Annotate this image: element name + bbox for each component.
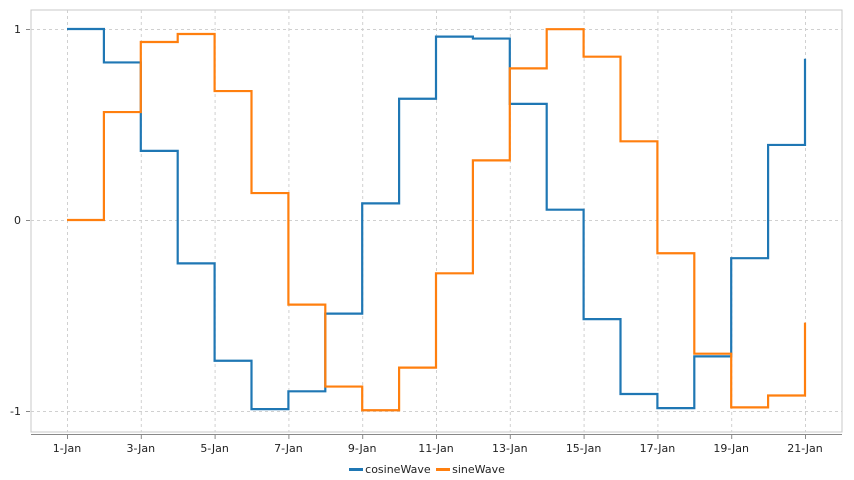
x-tick-label: 9-Jan bbox=[348, 442, 377, 455]
legend: cosineWave sineWave bbox=[0, 461, 854, 476]
cosineWave-line bbox=[67, 27, 807, 411]
cosine-swatch-icon bbox=[349, 468, 364, 471]
legend-item-sine: sineWave bbox=[436, 463, 505, 476]
x-tick-label: 11-Jan bbox=[418, 442, 454, 455]
x-tick-label: 21-Jan bbox=[787, 442, 823, 455]
x-tick-label: 13-Jan bbox=[492, 442, 528, 455]
y-tick-label: -1 bbox=[10, 405, 21, 418]
x-tick-label: 17-Jan bbox=[640, 442, 676, 455]
y-tick-label: 1 bbox=[14, 23, 21, 36]
x-tick-label: 19-Jan bbox=[713, 442, 749, 455]
chart-canvas: 1 0 -1 1-Jan 3-Jan 5-Jan 7-Jan 9-Jan 11-Jan 13-Ja… bbox=[10, 9, 843, 455]
x-tick-label: 3-Jan bbox=[127, 442, 156, 455]
axes: 1 0 -1 1-Jan 3-Jan 5-Jan 7-Jan 9-Jan 11-Jan 13-Ja… bbox=[10, 23, 842, 455]
x-tick-label: 5-Jan bbox=[200, 442, 229, 455]
x-tick-label: 15-Jan bbox=[566, 442, 602, 455]
sineWave-line bbox=[67, 28, 807, 412]
x-tick-label: 1-Jan bbox=[53, 442, 82, 455]
x-tick-label: 7-Jan bbox=[274, 442, 303, 455]
series-lines bbox=[67, 27, 807, 412]
legend-label-cosine: cosineWave bbox=[365, 463, 431, 476]
sine-swatch-icon bbox=[436, 468, 451, 471]
legend-item-cosine: cosineWave bbox=[349, 463, 431, 476]
y-tick-label: 0 bbox=[14, 214, 21, 227]
legend-label-sine: sineWave bbox=[452, 463, 505, 476]
